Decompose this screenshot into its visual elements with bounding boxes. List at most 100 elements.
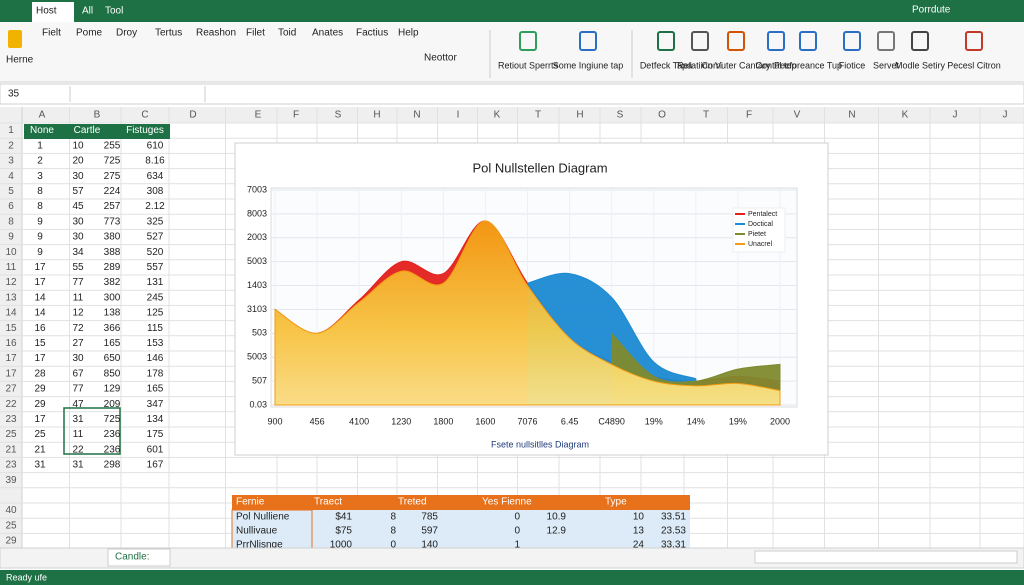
table-cell[interactable]: 236	[104, 429, 121, 440]
menu-item[interactable]: Droy	[116, 28, 137, 39]
column-header[interactable]: N	[848, 110, 855, 121]
row-header[interactable]: 40	[5, 505, 17, 516]
table-cell[interactable]: 67	[72, 368, 84, 379]
table-cell[interactable]: 257	[104, 201, 121, 212]
table-cell[interactable]: 165	[147, 384, 164, 395]
ribbon-icon[interactable]	[911, 31, 929, 51]
bottom-cell[interactable]: 0	[390, 540, 396, 551]
menu-item[interactable]: Reashon	[196, 28, 236, 39]
ribbon-item[interactable]: Pecesl Citron	[947, 60, 1001, 70]
table-cell[interactable]: 31	[72, 414, 84, 425]
ribbon-icon[interactable]	[965, 31, 983, 51]
table-cell[interactable]: 2	[37, 156, 43, 167]
active-tab[interactable]	[32, 2, 74, 22]
table-cell[interactable]: 10	[72, 140, 84, 151]
menu-item[interactable]: Pome	[76, 28, 103, 39]
column-header[interactable]: H	[373, 110, 380, 121]
table-cell[interactable]: 175	[147, 429, 164, 440]
ribbon-icon[interactable]	[727, 31, 745, 51]
table-cell[interactable]: 138	[104, 308, 121, 319]
title-tab[interactable]: Tool	[105, 6, 123, 17]
bottom-cell[interactable]: 23.53	[661, 526, 686, 537]
table-cell[interactable]: 255	[104, 140, 121, 151]
table-cell[interactable]: 153	[147, 338, 164, 349]
ribbon-icon[interactable]	[579, 31, 597, 51]
table-cell[interactable]: 30	[72, 216, 84, 227]
table-cell[interactable]: 2.12	[145, 201, 165, 212]
row-header[interactable]: 22	[5, 399, 17, 410]
table-cell[interactable]: 146	[147, 353, 164, 364]
table-cell[interactable]: 634	[147, 171, 164, 182]
column-header[interactable]: S	[335, 110, 342, 121]
ribbon-item[interactable]: Refatiion Vi	[677, 60, 723, 70]
ribbon-item[interactable]: Fiotice	[839, 60, 866, 70]
table-cell[interactable]: 178	[147, 368, 164, 379]
bottom-cell[interactable]: 0	[514, 512, 520, 523]
column-header[interactable]: K	[902, 110, 909, 121]
table-cell[interactable]: 47	[72, 399, 84, 410]
table-cell[interactable]: 527	[147, 232, 164, 243]
table-cell[interactable]: 380	[104, 232, 121, 243]
table-cell[interactable]: 45	[72, 201, 84, 212]
table-cell[interactable]: 34	[72, 247, 84, 258]
table-cell[interactable]: 8	[37, 186, 43, 197]
bottom-cell[interactable]: 1	[514, 540, 520, 551]
table-cell[interactable]: 72	[72, 323, 84, 334]
column-header[interactable]: J	[953, 110, 958, 121]
bottom-cell[interactable]: 10	[633, 512, 645, 523]
bottom-cell[interactable]: 1000	[330, 540, 353, 551]
row-header[interactable]: 23	[5, 414, 17, 425]
table-cell[interactable]: 308	[147, 186, 164, 197]
row-header[interactable]: 8	[8, 216, 14, 227]
table-cell[interactable]: 209	[104, 399, 121, 410]
row-header[interactable]: 27	[5, 384, 17, 395]
table-cell[interactable]: 125	[147, 308, 164, 319]
table-cell[interactable]: 131	[147, 277, 164, 288]
row-header[interactable]: 16	[5, 338, 17, 349]
table-cell[interactable]: 30	[72, 353, 84, 364]
bottom-cell[interactable]: 140	[421, 540, 438, 551]
table-cell[interactable]: 29	[34, 399, 46, 410]
home-label[interactable]: Herne	[6, 55, 34, 66]
row-header[interactable]: 10	[5, 247, 17, 258]
table-header[interactable]: None	[30, 125, 54, 136]
table-cell[interactable]: 167	[147, 460, 164, 471]
column-header[interactable]: E	[255, 110, 262, 121]
table-cell[interactable]: 366	[104, 323, 121, 334]
sheet-tab-box[interactable]	[107, 548, 171, 567]
table-cell[interactable]: 17	[34, 262, 46, 273]
column-header[interactable]: B	[94, 110, 101, 121]
bottom-header[interactable]: Treted	[398, 497, 427, 508]
table-cell[interactable]: 224	[104, 186, 121, 197]
table-cell[interactable]: 14	[34, 292, 46, 303]
table-cell[interactable]: 275	[104, 171, 121, 182]
menu-item[interactable]: Factius	[356, 28, 388, 39]
table-cell[interactable]: 236	[104, 444, 121, 455]
bottom-cell[interactable]: 597	[421, 526, 438, 537]
table-cell[interactable]: 57	[72, 186, 84, 197]
table-cell[interactable]: 30	[72, 171, 84, 182]
bottom-cell[interactable]: 24	[633, 540, 645, 551]
column-header[interactable]: N	[413, 110, 420, 121]
table-cell[interactable]: 55	[72, 262, 84, 273]
bottom-cell[interactable]: PrrNlisnge	[236, 540, 283, 551]
row-header[interactable]: 5	[8, 186, 14, 197]
row-header[interactable]: 4	[8, 171, 14, 182]
row-header[interactable]: 14	[5, 308, 17, 319]
table-cell[interactable]: 610	[147, 140, 164, 151]
row-header[interactable]: 3	[8, 156, 14, 167]
menu-item[interactable]: Filet	[246, 28, 265, 39]
table-cell[interactable]: 773	[104, 216, 121, 227]
table-cell[interactable]: 725	[104, 156, 121, 167]
table-cell[interactable]: 77	[72, 277, 84, 288]
table-cell[interactable]: 388	[104, 247, 121, 258]
table-header[interactable]: Cartle	[74, 125, 101, 136]
table-cell[interactable]: 31	[34, 460, 46, 471]
table-cell[interactable]: 22	[72, 444, 84, 455]
bottom-cell[interactable]: 10.9	[547, 512, 567, 523]
row-header[interactable]: 21	[5, 444, 17, 455]
table-cell[interactable]: 11	[73, 429, 84, 440]
title-tab[interactable]: All	[82, 6, 93, 17]
table-cell[interactable]: 325	[147, 216, 164, 227]
table-cell[interactable]: 16	[34, 323, 46, 334]
